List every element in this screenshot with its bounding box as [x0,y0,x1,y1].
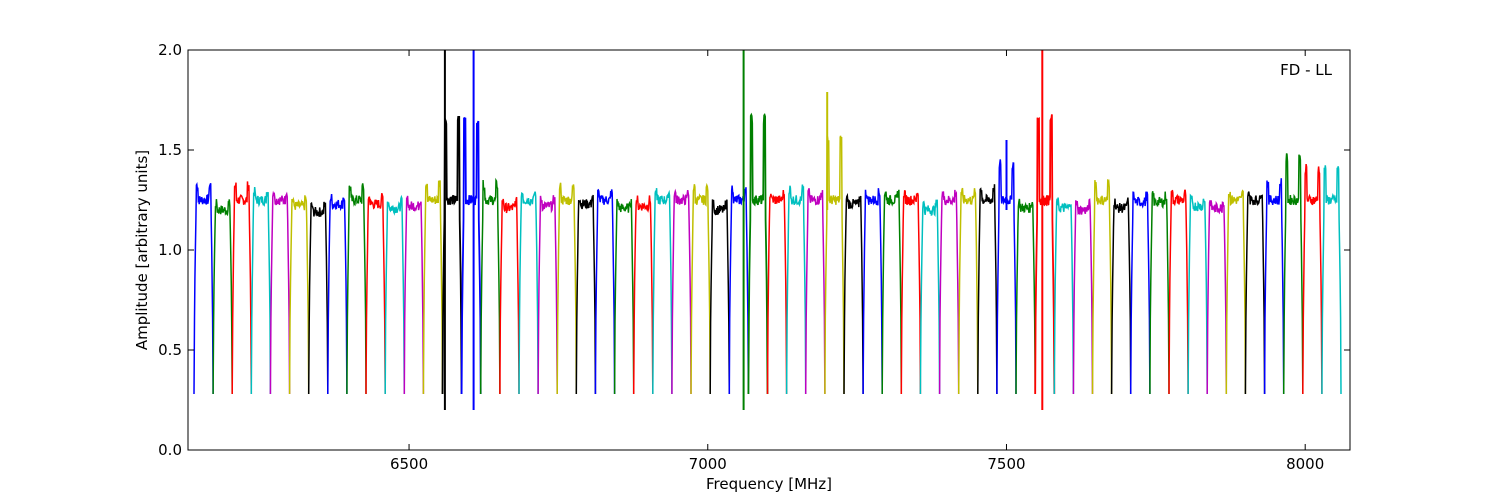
channel-line-36 [881,189,903,395]
y-tick-label: 0.5 [158,341,182,359]
channel-line-15 [479,177,501,395]
x-axis-label: Frequency [MHz] [706,475,832,493]
channel-line-27 [709,199,731,395]
x-tick-label: 6500 [390,455,428,473]
x-tick-label: 7500 [987,455,1025,473]
channel-line-20 [575,194,597,395]
channel-line-18 [537,195,558,395]
channel-line-55 [1244,191,1266,395]
channel-line-40 [957,187,979,395]
channel-line-32 [804,188,826,395]
channel-line-56 [1263,178,1285,395]
channel-line-12 [422,180,444,395]
channel-line-1 [212,199,233,395]
channel-line-24 [652,188,673,395]
channel-line-19 [556,182,578,395]
channel-line-46 [1072,198,1094,395]
channel-line-29 [747,112,769,395]
channel-line-28 [728,185,750,395]
channel-line-3 [250,187,272,395]
x-tick-label: 8000 [1286,455,1324,473]
plot-area: 6500 7000 7500 8000 0.0 0.5 1.0 1.5 2.0 [158,41,1351,473]
channel-line-45 [1053,197,1075,395]
channel-line-16 [499,196,520,395]
channel-line-39 [938,189,960,395]
channel-line-25 [671,188,692,395]
x-ticks: 6500 7000 7500 8000 [390,50,1324,473]
annotation-label: FD - LL [1280,61,1332,79]
channel-line-31 [785,184,807,395]
channel-line-38 [919,199,941,395]
channel-line-9 [365,192,386,395]
channel-line-49 [1129,191,1151,395]
channel-line-51 [1168,189,1189,395]
y-ticks: 0.0 0.5 1.0 1.5 2.0 [158,41,1350,459]
channel-line-47 [1091,179,1113,395]
channel-line-22 [613,198,635,395]
channel-line-10 [384,194,406,395]
x-tick-label: 7000 [689,455,727,473]
channel-line-41 [977,184,998,395]
channel-line-58 [1302,163,1323,395]
channel-line-6 [307,201,329,395]
channel-line-2 [231,181,253,395]
channel-line-34 [843,192,864,395]
channel-line-50 [1149,191,1170,395]
channel-line-7 [327,194,348,395]
channel-line-23 [632,195,654,395]
y-tick-label: 1.5 [158,141,182,159]
series-layer [193,50,1342,410]
channel-line-0 [193,182,214,395]
y-tick-label: 2.0 [158,41,182,59]
channel-line-52 [1187,193,1208,395]
channel-line-53 [1206,200,1228,395]
channel-line-35 [862,188,883,395]
channel-line-14 [460,116,482,395]
channel-line-8 [346,183,367,395]
channel-line-26 [690,182,711,395]
channel-line-48 [1110,197,1132,395]
channel-line-17 [518,191,539,395]
y-tick-label: 1.0 [158,241,182,259]
channel-line-59 [1321,165,1342,395]
channel-line-4 [269,190,291,395]
channel-line-54 [1225,189,1247,395]
channel-line-44 [1034,114,1056,395]
channel-line-30 [766,190,788,395]
channel-line-37 [900,189,922,395]
channel-line-21 [594,188,616,395]
channel-line-11 [403,195,425,395]
y-tick-label: 0.0 [158,441,182,459]
channel-line-43 [1015,198,1036,395]
y-axis-label: Amplitude [arbitrary units] [133,150,151,350]
channel-line-5 [288,195,310,395]
channel-line-57 [1282,153,1304,395]
